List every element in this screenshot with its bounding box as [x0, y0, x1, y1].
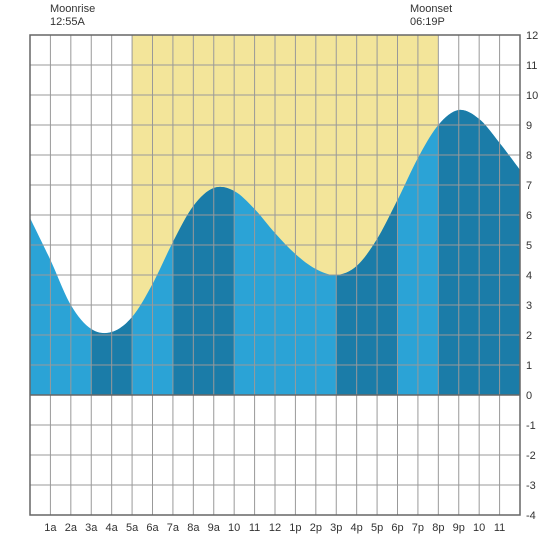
moonset-label: Moonset [410, 3, 452, 16]
svg-text:-3: -3 [526, 480, 536, 492]
svg-text:2a: 2a [65, 522, 78, 534]
svg-text:5p: 5p [371, 522, 383, 534]
svg-text:3: 3 [526, 300, 532, 312]
moonset-time: 06:19P [410, 16, 452, 29]
svg-text:5a: 5a [126, 522, 139, 534]
moonrise-block: Moonrise 12:55A [50, 3, 95, 29]
svg-text:4: 4 [526, 270, 532, 282]
svg-text:2: 2 [526, 330, 532, 342]
moonset-block: Moonset 06:19P [410, 3, 452, 29]
svg-text:1: 1 [526, 360, 532, 372]
svg-text:5: 5 [526, 240, 532, 252]
svg-text:2p: 2p [310, 522, 322, 534]
svg-text:3p: 3p [330, 522, 342, 534]
svg-text:9a: 9a [208, 522, 221, 534]
svg-text:8: 8 [526, 150, 532, 162]
svg-text:-2: -2 [526, 450, 536, 462]
svg-text:8p: 8p [432, 522, 444, 534]
svg-text:11: 11 [526, 60, 537, 72]
svg-text:7: 7 [526, 180, 532, 192]
svg-text:-1: -1 [526, 420, 536, 432]
svg-text:-4: -4 [526, 510, 536, 522]
svg-text:7p: 7p [412, 522, 424, 534]
svg-text:3a: 3a [85, 522, 98, 534]
svg-text:0: 0 [526, 390, 532, 402]
tide-chart: 1211109876543210-1-2-3-41a2a3a4a5a6a7a8a… [0, 0, 550, 550]
svg-text:1a: 1a [44, 522, 57, 534]
svg-text:11: 11 [249, 522, 260, 534]
svg-text:6a: 6a [146, 522, 159, 534]
svg-text:4p: 4p [351, 522, 363, 534]
svg-text:9p: 9p [453, 522, 465, 534]
svg-text:10: 10 [526, 90, 538, 102]
svg-text:12: 12 [526, 30, 538, 42]
moonrise-label: Moonrise [50, 3, 95, 16]
svg-text:8a: 8a [187, 522, 200, 534]
svg-text:10: 10 [228, 522, 240, 534]
moonrise-time: 12:55A [50, 16, 95, 29]
svg-text:10: 10 [473, 522, 485, 534]
tide-chart-container: Moonrise 12:55A Moonset 06:19P 121110987… [0, 0, 550, 550]
svg-text:7a: 7a [167, 522, 180, 534]
svg-text:6p: 6p [391, 522, 403, 534]
svg-text:11: 11 [494, 522, 505, 534]
svg-text:6: 6 [526, 210, 532, 222]
svg-text:12: 12 [269, 522, 281, 534]
svg-text:4a: 4a [106, 522, 119, 534]
svg-text:1p: 1p [289, 522, 301, 534]
svg-text:9: 9 [526, 120, 532, 132]
